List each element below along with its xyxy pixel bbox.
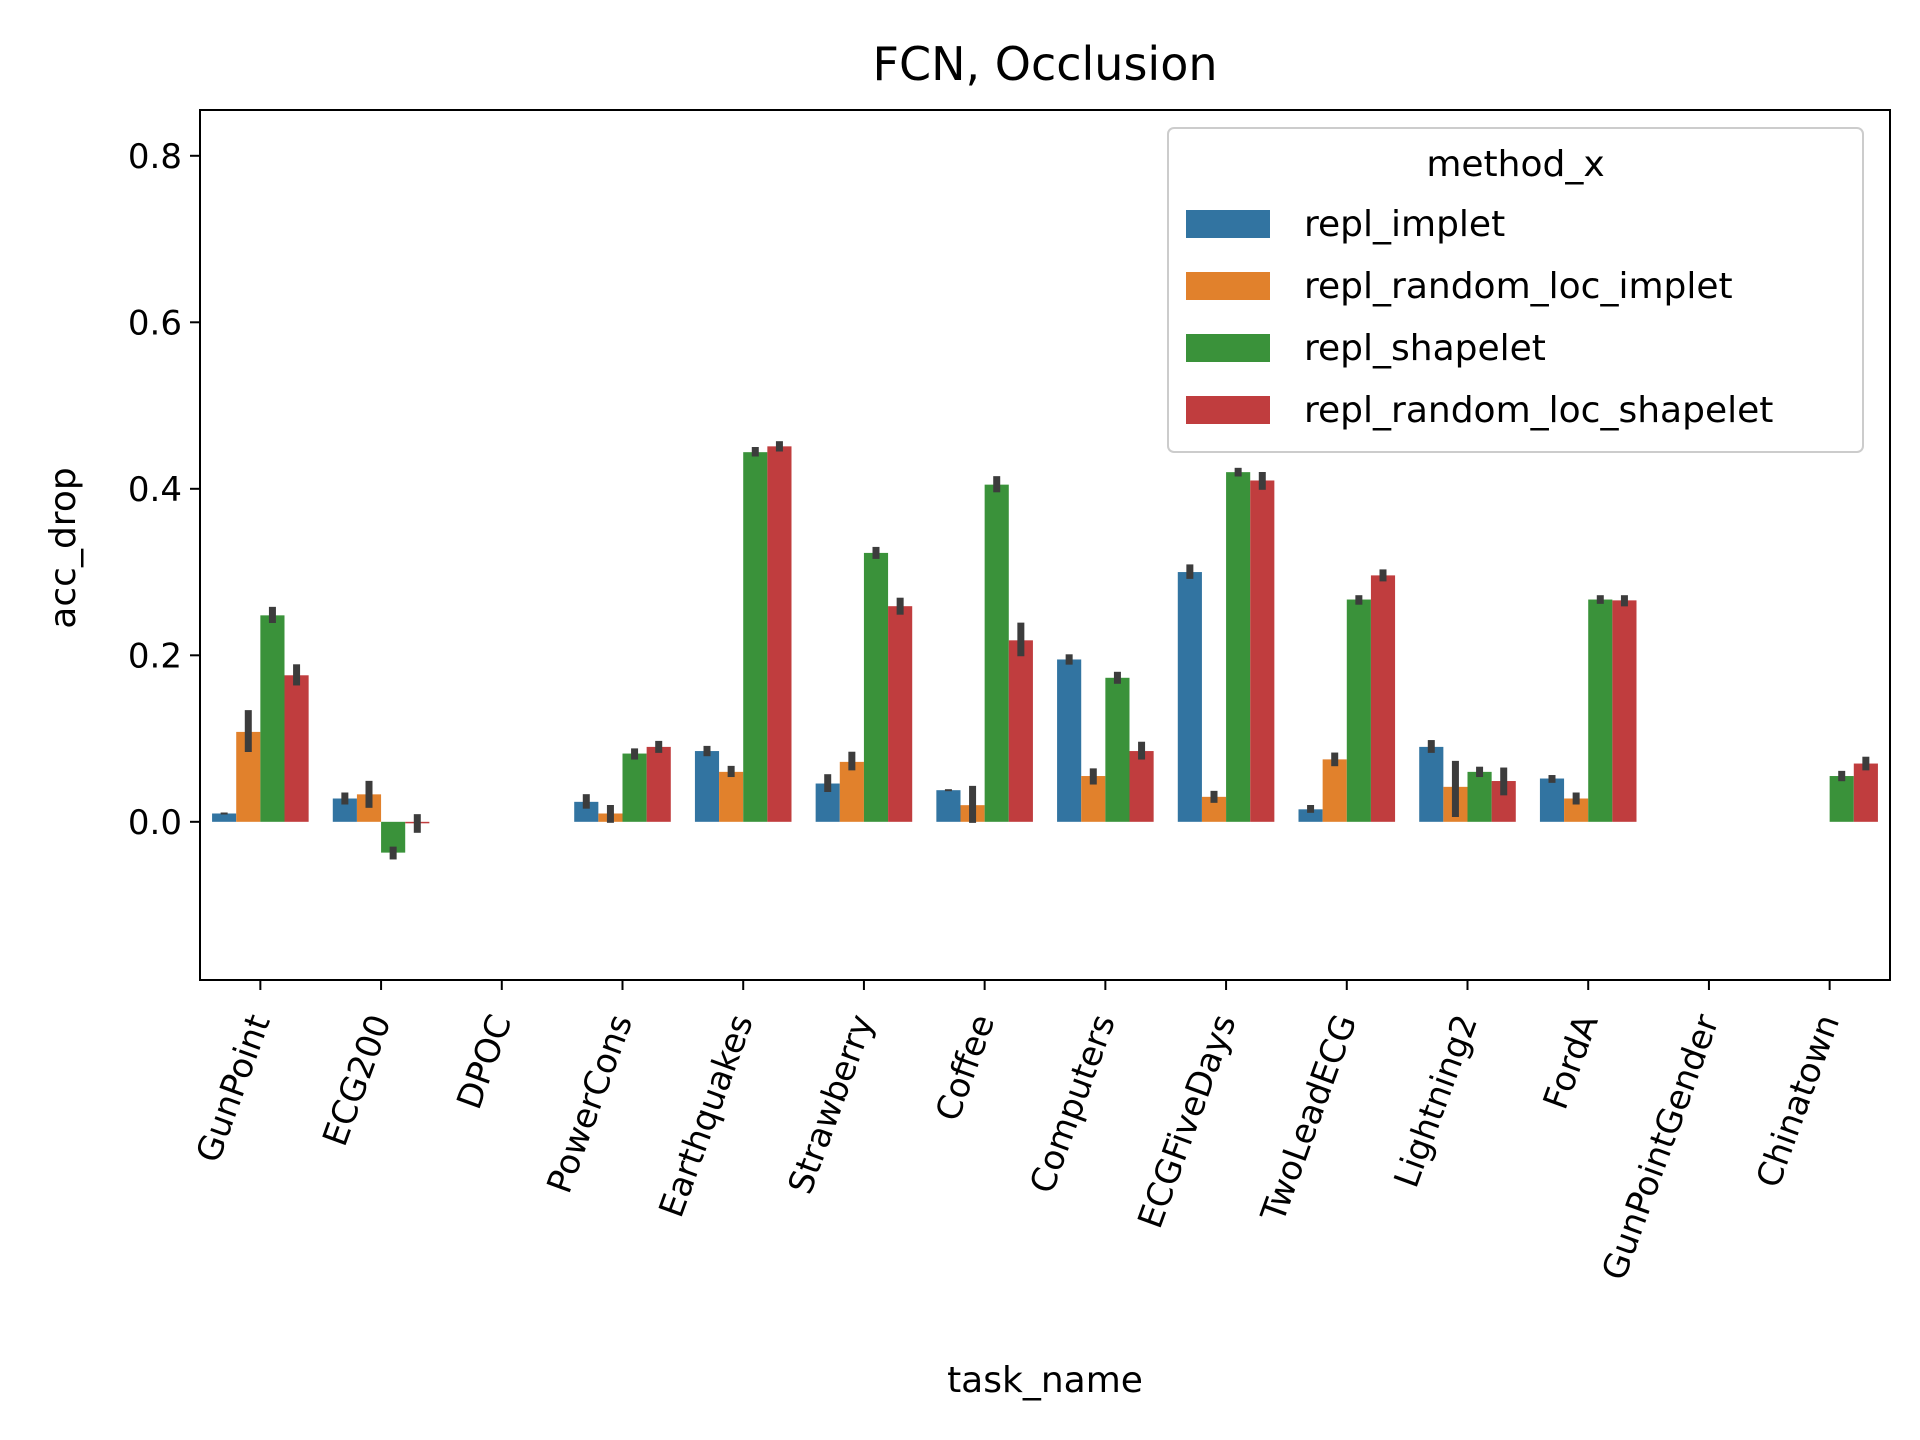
bar (260, 615, 285, 822)
bar (1467, 771, 1492, 822)
x-tick-label: FordA (1536, 1009, 1607, 1114)
plot-area (212, 441, 1878, 860)
bar (839, 761, 864, 822)
x-tick-label: Strawberry (781, 1009, 883, 1199)
y-tick-label: 0.8 (128, 137, 182, 177)
x-tick-label: GunPointGender (1594, 1009, 1727, 1285)
bar (1829, 776, 1854, 822)
legend-entry: repl_random_loc_implet (1304, 266, 1733, 307)
y-tick-label: 0.6 (128, 303, 182, 343)
bar (1057, 659, 1082, 822)
x-tick-label: Coffee (928, 1009, 1003, 1126)
bar (984, 484, 1009, 822)
legend-box (1167, 127, 1864, 453)
bar (1226, 472, 1251, 822)
x-tick-label: PowerCons (540, 1009, 641, 1198)
bar (574, 801, 599, 822)
bar (767, 446, 792, 822)
x-tick-label: ECGFiveDays (1130, 1009, 1244, 1233)
y-tick-label: 0.2 (128, 636, 182, 676)
x-tick-label: DPOC (449, 1009, 520, 1114)
legend-entry: repl_random_loc_shapelet (1304, 390, 1773, 431)
x-tick-label: Earthquakes (651, 1009, 761, 1222)
bar (1177, 572, 1202, 822)
legend-entry: repl_implet (1304, 204, 1505, 245)
bar (622, 753, 647, 822)
bar (1612, 600, 1637, 822)
bar (1370, 575, 1396, 822)
bar (1539, 778, 1565, 822)
bar (719, 771, 744, 822)
legend-swatch (1186, 272, 1270, 300)
legend-entry: repl_shapelet (1304, 328, 1546, 369)
bar (1008, 640, 1033, 822)
x-axis-label: task_name (947, 1360, 1143, 1401)
bar (863, 552, 889, 822)
bar (212, 813, 237, 822)
bar (1250, 480, 1275, 822)
bar (1588, 599, 1613, 822)
x-tick-label: TwoLeadECG (1253, 1009, 1365, 1228)
bar (888, 606, 913, 822)
y-tick-label: 0.0 (128, 803, 182, 843)
x-tick-label: Computers (1022, 1009, 1123, 1198)
x-tick-label: Lightning2 (1387, 1009, 1486, 1192)
x-tick-label: GunPoint (189, 1009, 279, 1167)
bar (1564, 798, 1589, 822)
x-tick-label: Chinatown (1749, 1009, 1848, 1192)
bar (1853, 763, 1878, 822)
bar (1298, 809, 1323, 822)
legend-swatch (1186, 396, 1270, 424)
bar (743, 452, 768, 822)
bar (284, 675, 309, 822)
bar (646, 746, 671, 822)
bar (936, 790, 961, 822)
bar (1322, 759, 1347, 822)
y-axis-label: acc_drop (43, 467, 84, 628)
chart-title: FCN, Occlusion (873, 37, 1218, 91)
bar (1419, 746, 1444, 822)
bar (694, 751, 720, 822)
legend-swatch (1186, 334, 1270, 362)
legend: method_x repl_implet repl_random_loc_imple… (1167, 127, 1864, 453)
legend-title: method_x (1426, 144, 1604, 185)
x-tick-label: ECG200 (315, 1009, 399, 1151)
plot-frame (199, 109, 1891, 981)
bar (1129, 751, 1154, 822)
bar (1105, 677, 1130, 822)
bar (332, 798, 357, 822)
bar (1346, 599, 1371, 822)
y-tick-label: 0.4 (128, 470, 182, 510)
legend-swatch (1186, 210, 1270, 238)
